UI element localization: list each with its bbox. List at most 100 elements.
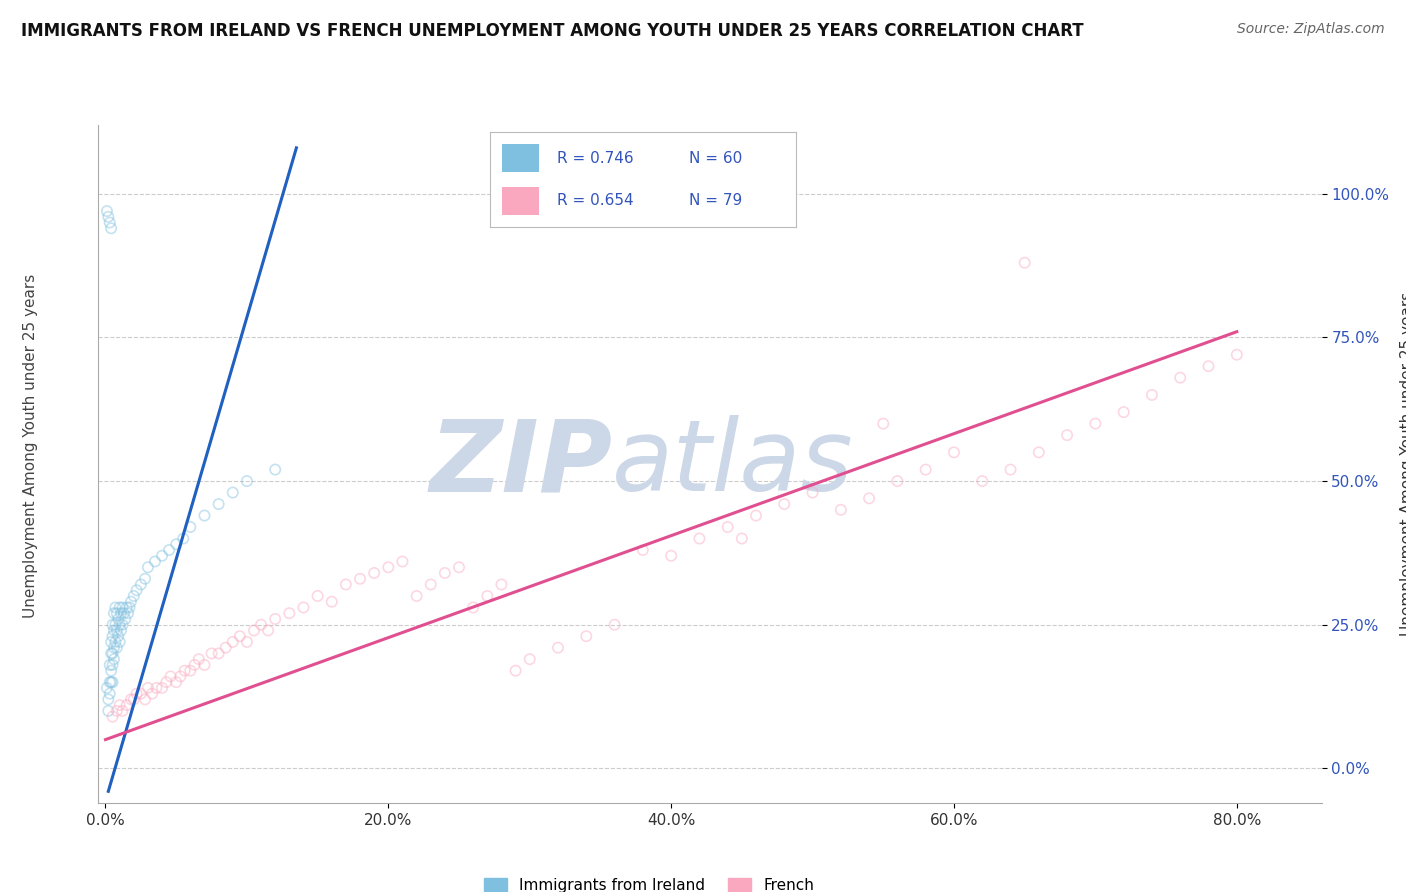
Point: [1014, 256, 1036, 270]
Point: [222, 635, 245, 649]
Point: [419, 577, 441, 591]
Point: [129, 687, 152, 701]
Point: [1140, 388, 1163, 402]
Point: [108, 617, 131, 632]
Point: [349, 572, 371, 586]
Point: [101, 675, 124, 690]
Point: [98, 215, 121, 229]
Point: [942, 445, 965, 459]
Point: [659, 549, 682, 563]
Point: [229, 629, 252, 643]
Text: atlas: atlas: [612, 416, 853, 512]
Point: [101, 647, 124, 661]
Point: [477, 589, 499, 603]
Point: [872, 417, 894, 431]
Point: [98, 675, 121, 690]
Point: [120, 595, 142, 609]
Point: [97, 704, 120, 718]
Point: [114, 612, 136, 626]
Point: [122, 589, 145, 603]
Point: [108, 635, 131, 649]
Point: [108, 698, 131, 713]
Point: [165, 675, 187, 690]
Point: [98, 687, 121, 701]
Point: [447, 560, 470, 574]
Point: [115, 600, 138, 615]
Point: [108, 600, 131, 615]
Point: [155, 675, 177, 690]
Point: [321, 595, 343, 609]
Point: [363, 566, 385, 580]
Point: [335, 577, 357, 591]
Point: [1056, 428, 1078, 442]
Point: [104, 635, 127, 649]
Point: [603, 617, 626, 632]
Point: [101, 617, 124, 632]
Point: [107, 629, 129, 643]
Point: [688, 532, 710, 546]
Point: [96, 681, 118, 695]
Point: [830, 503, 852, 517]
Point: [207, 647, 229, 661]
Point: [150, 549, 173, 563]
Point: [433, 566, 456, 580]
Point: [103, 640, 125, 655]
Point: [193, 657, 215, 672]
Point: [1084, 417, 1107, 431]
Point: [801, 485, 824, 500]
Point: [236, 635, 259, 649]
Point: [391, 554, 413, 568]
Point: [105, 624, 128, 638]
Point: [972, 474, 994, 488]
Point: [107, 612, 129, 626]
Point: [100, 675, 122, 690]
Point: [117, 606, 139, 620]
Point: [292, 600, 315, 615]
Point: [150, 681, 173, 695]
Point: [236, 474, 259, 488]
Point: [631, 543, 654, 558]
Point: [100, 221, 122, 235]
Point: [193, 508, 215, 523]
Point: [141, 687, 163, 701]
Point: [179, 664, 201, 678]
Point: [463, 600, 485, 615]
Point: [134, 572, 156, 586]
Point: [105, 704, 128, 718]
Point: [886, 474, 908, 488]
Point: [745, 508, 768, 523]
Point: [1198, 359, 1220, 374]
Point: [183, 657, 205, 672]
Legend: Immigrants from Ireland, French: Immigrants from Ireland, French: [478, 871, 820, 892]
Point: [914, 462, 936, 476]
Point: [111, 704, 134, 718]
Point: [103, 652, 125, 666]
Point: [278, 606, 301, 620]
Point: [173, 664, 195, 678]
Text: ZIP: ZIP: [429, 416, 612, 512]
Point: [157, 543, 180, 558]
Point: [112, 606, 135, 620]
Text: Unemployment Among Youth under 25 years: Unemployment Among Youth under 25 years: [24, 274, 38, 618]
Point: [145, 681, 167, 695]
Point: [125, 687, 148, 701]
Point: [1000, 462, 1022, 476]
Point: [1226, 348, 1249, 362]
Point: [250, 617, 273, 632]
Point: [717, 520, 740, 534]
Point: [377, 560, 399, 574]
Point: [405, 589, 427, 603]
Point: [101, 709, 124, 723]
Point: [97, 210, 120, 224]
Point: [243, 624, 266, 638]
Point: [118, 600, 141, 615]
Point: [136, 681, 159, 695]
Point: [1028, 445, 1050, 459]
Point: [207, 497, 229, 511]
Point: [858, 491, 880, 506]
Point: [264, 612, 287, 626]
Point: [101, 657, 124, 672]
Point: [101, 629, 124, 643]
Point: [159, 669, 181, 683]
Point: [307, 589, 329, 603]
